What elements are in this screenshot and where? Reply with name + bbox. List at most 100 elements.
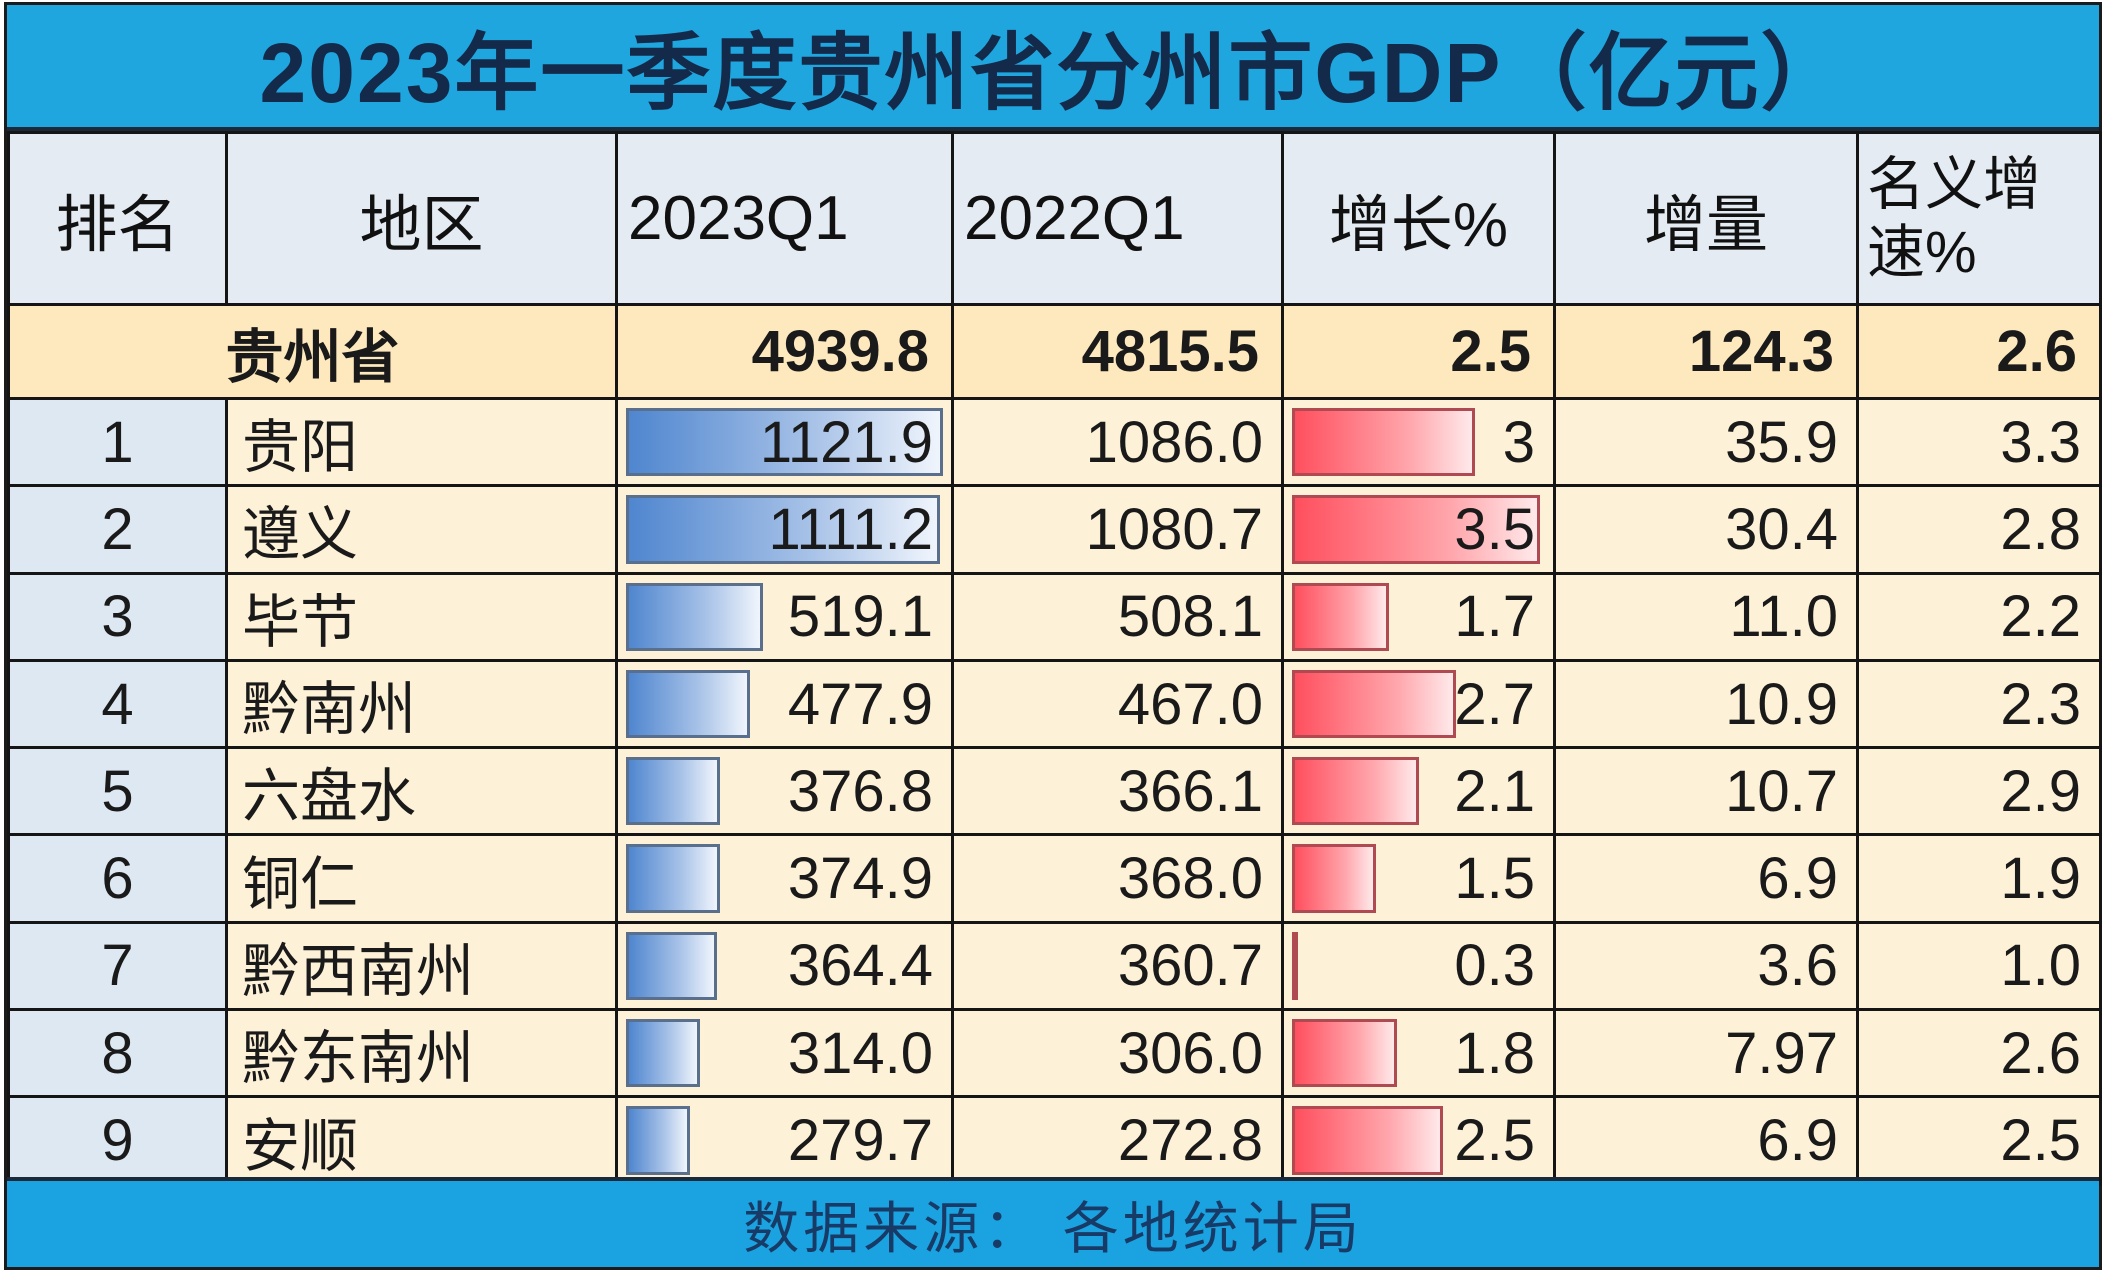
nominal-cell: 2.5 xyxy=(1856,1095,2102,1186)
growth-value: 0.3 xyxy=(1454,933,1535,999)
gdp-table-frame: 2023年一季度贵州省分州市GDP（亿元） 排名 地区 2023Q1 2022Q… xyxy=(4,2,2102,1270)
rank-cell: 3 xyxy=(7,571,228,662)
q2023-cell: 314.0 xyxy=(615,1008,954,1099)
growth-data-bar xyxy=(1292,582,1389,651)
growth-data-bar xyxy=(1292,931,1298,1001)
region-cell: 安顺 xyxy=(225,1095,618,1186)
title-bar: 2023年一季度贵州省分州市GDP（亿元） xyxy=(7,5,2099,131)
q2023-value: 374.9 xyxy=(787,846,933,912)
header-nominal-growth: 名义增 速% xyxy=(1856,131,2102,306)
growth-cell: 1.7 xyxy=(1281,571,1556,662)
header-nominal-line1: 名义增 xyxy=(1867,151,2042,217)
growth-data-bar xyxy=(1292,844,1376,913)
source-footer: 数据来源： 各地统计局 xyxy=(7,1177,2099,1267)
q2022-cell: 360.7 xyxy=(951,920,1284,1012)
q2023-value: 376.8 xyxy=(787,758,933,824)
header-growth: 增长% xyxy=(1281,131,1556,306)
increment-cell: 7.97 xyxy=(1553,1008,1859,1099)
growth-data-bar xyxy=(1292,408,1476,477)
q2023-cell: 279.7 xyxy=(615,1095,954,1186)
nominal-cell: 2.9 xyxy=(1856,746,2102,837)
increment-cell: 3.6 xyxy=(1553,920,1859,1012)
growth-data-bar xyxy=(1292,1106,1443,1175)
nominal-cell: 2.6 xyxy=(1856,1008,2102,1099)
increment-cell: 6.9 xyxy=(1553,1095,1859,1186)
q2023-data-bar xyxy=(626,495,940,564)
header-increment: 增量 xyxy=(1553,131,1859,306)
growth-value: 1.8 xyxy=(1454,1020,1535,1086)
region-cell: 毕节 xyxy=(225,571,618,662)
province-2022q1: 4815.5 xyxy=(951,303,1284,400)
growth-cell: 1.8 xyxy=(1281,1008,1556,1099)
region-cell: 铜仁 xyxy=(225,833,618,924)
growth-cell: 2.7 xyxy=(1281,658,1556,750)
header-region: 地区 xyxy=(225,131,618,306)
region-cell: 六盘水 xyxy=(225,746,618,837)
rank-cell: 2 xyxy=(7,484,228,575)
region-cell: 黔东南州 xyxy=(225,1008,618,1099)
province-nominal: 2.6 xyxy=(1856,303,2102,400)
rank-cell: 7 xyxy=(7,920,228,1012)
growth-value: 3 xyxy=(1502,409,1535,475)
header-2022q1: 2022Q1 xyxy=(951,131,1284,306)
q2023-cell: 1121.9 xyxy=(615,396,954,488)
growth-cell: 1.5 xyxy=(1281,833,1556,924)
table-row: 8 黔东南州 314.0 306.0 1.8 7.97 2.6 xyxy=(7,1008,2102,1099)
table-row: 6 铜仁 374.9 368.0 1.5 6.9 1.9 xyxy=(7,833,2102,924)
q2022-cell: 368.0 xyxy=(951,833,1284,924)
province-increment: 124.3 xyxy=(1553,303,1859,400)
increment-cell: 6.9 xyxy=(1553,833,1859,924)
growth-cell: 3.5 xyxy=(1281,484,1556,575)
growth-value: 2.7 xyxy=(1454,671,1535,737)
increment-cell: 11.0 xyxy=(1553,571,1859,662)
nominal-cell: 3.3 xyxy=(1856,396,2102,488)
q2023-data-bar xyxy=(626,1106,690,1175)
header-row: 排名 地区 2023Q1 2022Q1 增长% 增量 名义增 速% xyxy=(7,131,2102,306)
header-nominal-line2: 速% xyxy=(1867,219,1977,285)
nominal-cell: 2.2 xyxy=(1856,571,2102,662)
q2023-value: 477.9 xyxy=(787,671,933,737)
q2022-cell: 306.0 xyxy=(951,1008,1284,1099)
growth-value: 2.5 xyxy=(1454,1108,1535,1174)
q2023-cell: 519.1 xyxy=(615,571,954,662)
q2023-value: 314.0 xyxy=(787,1020,933,1086)
rank-cell: 4 xyxy=(7,658,228,750)
growth-data-bar xyxy=(1292,669,1457,739)
table-row: 9 安顺 279.7 272.8 2.5 6.9 2.5 xyxy=(7,1095,2102,1186)
q2023-value: 364.4 xyxy=(787,933,933,999)
rank-cell: 5 xyxy=(7,746,228,837)
region-cell: 黔西南州 xyxy=(225,920,618,1012)
table-row: 3 毕节 519.1 508.1 1.7 11.0 2.2 xyxy=(7,571,2102,662)
q2023-data-bar xyxy=(626,931,717,1001)
nominal-cell: 2.3 xyxy=(1856,658,2102,750)
rank-cell: 8 xyxy=(7,1008,228,1099)
q2022-cell: 366.1 xyxy=(951,746,1284,837)
table-row: 1 贵阳 1121.9 1086.0 3 35.9 3.3 xyxy=(7,396,2102,488)
rank-cell: 6 xyxy=(7,833,228,924)
q2023-value: 279.7 xyxy=(787,1108,933,1174)
rank-cell: 1 xyxy=(7,396,228,488)
header-2023q1: 2023Q1 xyxy=(615,131,954,306)
table-row: 2 遵义 1111.2 1080.7 3.5 30.4 2.8 xyxy=(7,484,2102,575)
increment-cell: 10.7 xyxy=(1553,746,1859,837)
q2022-cell: 467.0 xyxy=(951,658,1284,750)
q2023-cell: 376.8 xyxy=(615,746,954,837)
q2022-cell: 1086.0 xyxy=(951,396,1284,488)
q2023-data-bar xyxy=(626,757,720,826)
q2023-data-bar xyxy=(626,669,750,739)
region-cell: 贵阳 xyxy=(225,396,618,488)
growth-cell: 3 xyxy=(1281,396,1556,488)
growth-cell: 2.5 xyxy=(1281,1095,1556,1186)
table-row: 4 黔南州 477.9 467.0 2.7 10.9 2.3 xyxy=(7,658,2102,750)
q2023-value: 1121.9 xyxy=(759,409,933,475)
page-title: 2023年一季度贵州省分州市GDP（亿元） xyxy=(259,25,1847,120)
q2023-cell: 364.4 xyxy=(615,920,954,1012)
source-text: 数据来源： 各地统计局 xyxy=(743,1196,1363,1260)
header-rank: 排名 xyxy=(7,131,228,306)
q2022-cell: 508.1 xyxy=(951,571,1284,662)
province-name: 贵州省 xyxy=(7,303,618,400)
nominal-cell: 1.0 xyxy=(1856,920,2102,1012)
growth-data-bar xyxy=(1292,1019,1398,1088)
region-cell: 黔南州 xyxy=(225,658,618,750)
region-cell: 遵义 xyxy=(225,484,618,575)
